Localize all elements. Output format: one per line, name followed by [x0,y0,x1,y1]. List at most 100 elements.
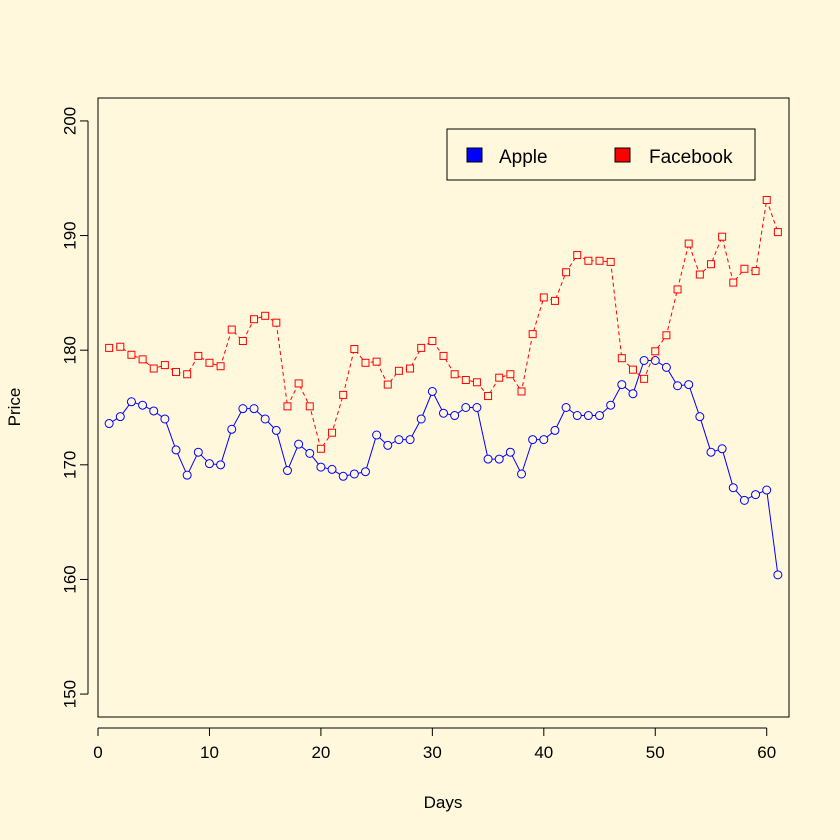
y-tick-label: 150 [61,680,80,708]
data-point-apple [550,425,560,435]
data-point-facebook [294,379,303,388]
data-point-apple [717,444,727,454]
data-point-apple [294,439,304,449]
data-point-facebook [762,196,771,205]
legend-swatch-facebook [614,147,631,163]
data-point-facebook [428,337,437,346]
data-point-apple [617,380,627,390]
data-point-facebook [205,358,214,367]
data-point-facebook [227,325,236,334]
y-tick-label: 180 [61,336,80,364]
data-point-apple [405,435,415,445]
data-point-apple [539,435,549,445]
data-point-facebook [138,355,147,364]
data-point-facebook [651,347,660,356]
x-tick-label: 40 [534,743,553,762]
data-point-facebook [740,264,749,273]
data-point-facebook [394,366,403,375]
data-point-apple [762,485,772,495]
data-point-apple [372,430,382,440]
data-point-facebook [773,228,782,237]
data-point-facebook [461,375,470,384]
data-point-apple [528,435,538,445]
data-point-apple [606,400,616,410]
data-point-facebook [606,257,615,266]
data-point-facebook [528,330,537,339]
series-apple [104,356,783,580]
data-point-facebook [417,343,426,352]
data-point-facebook [695,270,704,279]
data-point-facebook [216,362,225,371]
data-point-apple [238,404,248,414]
data-point-apple [193,447,203,457]
data-point-apple [728,483,738,493]
data-point-facebook [305,402,314,411]
data-point-facebook [350,345,359,354]
data-point-apple [427,386,437,396]
data-point-facebook [617,354,626,363]
data-point-apple [561,403,571,412]
data-point-apple [706,447,716,457]
data-point-apple [316,462,326,472]
data-point-facebook [183,370,192,379]
y-axis-label: Price [5,388,24,427]
data-point-facebook [517,387,526,396]
data-point-apple [104,419,114,429]
series-facebook [105,196,782,453]
data-point-facebook [439,351,448,360]
data-point-facebook [584,256,593,265]
x-axis: 0 10 20 30 40 50 60 [93,727,776,762]
y-tick-label: 160 [61,565,80,593]
data-point-apple [227,424,237,434]
data-point-apple [138,400,148,410]
data-point-apple [360,467,370,477]
data-point-apple [628,389,638,399]
data-point-apple [338,471,348,481]
data-point-apple [416,414,426,424]
data-point-apple [115,412,125,422]
data-point-apple [773,570,783,580]
legend-label-apple: Apple [499,147,548,168]
data-point-apple [751,490,761,500]
data-point-facebook [640,374,649,383]
data-point-facebook [160,361,169,370]
data-point-apple [461,403,471,412]
data-point-apple [349,469,359,479]
x-tick-label: 10 [200,743,219,762]
data-point-facebook [328,428,337,437]
data-point-apple [182,470,192,480]
y-tick-label: 190 [61,221,80,249]
legend-label-facebook: Facebook [649,147,733,168]
data-point-apple [494,454,504,464]
data-point-facebook [316,444,325,453]
data-point-apple [383,440,393,450]
data-point-apple [517,469,527,479]
data-point-apple [204,459,214,469]
data-point-apple [572,411,582,421]
data-point-facebook [372,357,381,366]
data-point-facebook [684,239,693,248]
x-tick-label: 30 [423,743,442,762]
data-point-facebook [127,350,136,359]
y-tick-label: 200 [61,107,80,135]
data-point-apple [282,466,292,476]
data-point-apple [583,411,593,421]
data-point-apple [739,495,749,505]
data-point-facebook [383,380,392,389]
data-point-apple [394,435,404,445]
data-point-apple [216,460,226,470]
data-point-facebook [751,267,760,276]
data-point-facebook [105,343,114,352]
data-point-apple [472,403,482,412]
data-point-facebook [718,232,727,241]
x-tick-label: 20 [311,743,330,762]
x-tick-label: 60 [757,743,776,762]
legend-box [446,128,756,181]
data-point-facebook [272,318,281,327]
data-point-apple [661,362,671,372]
x-axis-label: Days [424,793,463,812]
data-point-facebook [573,251,582,260]
x-tick-label: 50 [646,743,665,762]
data-point-apple [126,397,136,407]
